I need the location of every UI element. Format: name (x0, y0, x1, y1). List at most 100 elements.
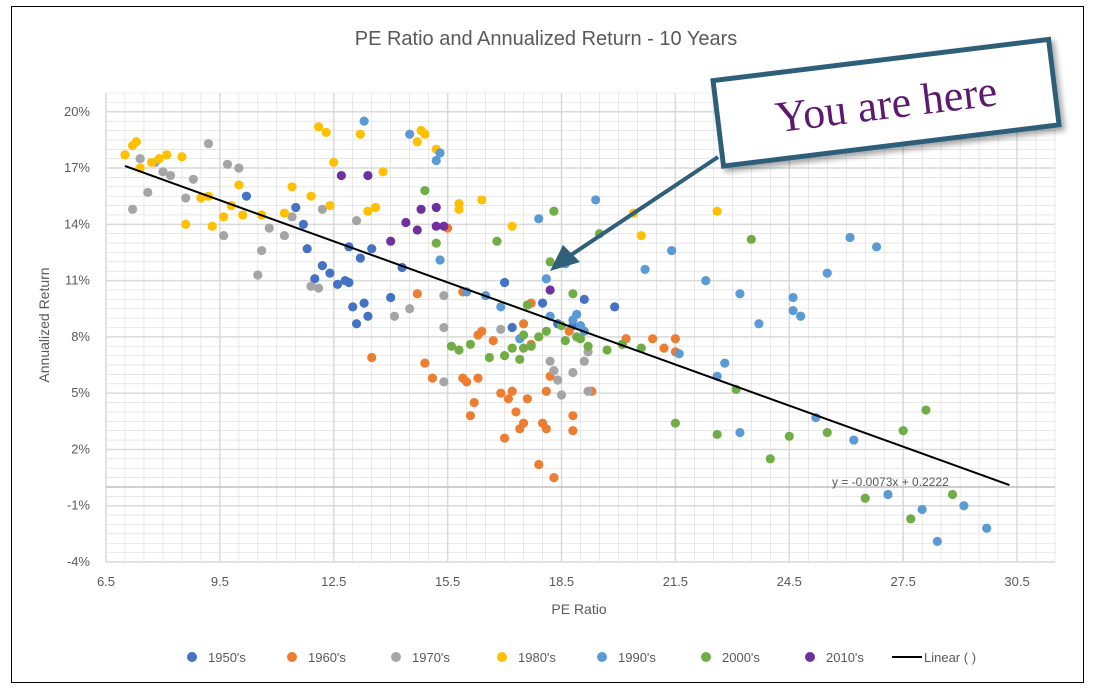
data-point (439, 291, 449, 301)
data-point (158, 167, 168, 177)
data-point (439, 322, 449, 333)
data-point (355, 129, 365, 139)
data-point (746, 234, 756, 244)
data-point (541, 326, 551, 336)
data-point (310, 274, 320, 284)
data-point (219, 212, 229, 222)
data-point (765, 454, 775, 464)
data-point (363, 311, 373, 321)
data-point (131, 137, 141, 147)
data-point (420, 185, 430, 196)
data-point (822, 268, 832, 278)
data-point (143, 187, 153, 198)
trendline (124, 165, 1010, 487)
data-point (496, 302, 506, 312)
data-point (568, 289, 578, 299)
data-point (348, 302, 358, 312)
x-tick-label: 6.5 (97, 574, 115, 589)
data-point (435, 148, 445, 158)
data-point (484, 352, 494, 363)
data-point (336, 170, 346, 181)
data-point (446, 341, 457, 351)
data-point (871, 242, 882, 252)
data-point (849, 435, 859, 445)
data-point (553, 375, 563, 385)
data-point (503, 394, 513, 404)
data-point (670, 418, 681, 428)
data-point (454, 345, 464, 355)
data-point (822, 427, 832, 438)
data-point (636, 230, 646, 241)
data-point (701, 276, 711, 286)
y-tick-label: 11% (65, 273, 90, 288)
callout-arrow-head (550, 245, 580, 271)
data-point (534, 459, 544, 470)
data-point (306, 191, 316, 201)
data-point (127, 204, 138, 214)
data-point (754, 319, 764, 329)
data-point (253, 270, 263, 280)
data-point (560, 336, 570, 346)
data-point (575, 334, 586, 344)
data-point (568, 367, 578, 378)
chart-frame: PE Ratio and Annualized Return - 10 Year… (11, 6, 1084, 683)
x-tick-label: 15.5 (435, 574, 460, 589)
data-point (439, 377, 449, 387)
legend-marker (391, 652, 401, 662)
data-point (735, 427, 745, 438)
data-point (238, 210, 248, 220)
x-tick-label: 24.5 (777, 574, 802, 589)
data-point (454, 204, 464, 214)
data-point (477, 195, 487, 205)
data-point (465, 339, 476, 349)
data-point (431, 221, 441, 231)
data-point (959, 501, 969, 511)
data-point (291, 202, 301, 213)
data-point (287, 182, 297, 192)
data-point (583, 341, 593, 351)
data-point (541, 274, 551, 284)
data-point (667, 245, 677, 256)
data-point (564, 326, 574, 336)
data-point (439, 221, 449, 231)
data-point (860, 493, 870, 503)
data-point (416, 204, 426, 214)
data-point (181, 193, 191, 203)
data-point (332, 279, 343, 289)
data-point (203, 139, 214, 149)
y-tick-label: 8% (71, 329, 90, 344)
data-point (420, 358, 430, 368)
data-point (784, 431, 794, 441)
data-point (469, 397, 479, 408)
data-point (196, 193, 206, 203)
data-point (541, 386, 551, 396)
data-point (378, 167, 388, 177)
data-point (359, 298, 369, 308)
y-tick-label: -4% (67, 554, 91, 569)
data-point (420, 129, 430, 139)
scatter-chart: PE Ratio and Annualized Return - 10 Year… (36, 28, 1062, 665)
data-point (670, 334, 681, 344)
callout-box (710, 36, 1062, 169)
data-point (568, 315, 578, 325)
trendline-equation: y = -0.0073x + 0.2222 (832, 475, 949, 489)
data-point (321, 127, 331, 137)
data-point (659, 343, 669, 353)
data-point (583, 386, 593, 396)
data-point (545, 356, 555, 366)
data-point (549, 472, 559, 483)
y-axis-title: Annualized Return (36, 267, 52, 382)
legend-label: 2000's (722, 650, 760, 665)
data-point (462, 377, 472, 387)
data-point (602, 345, 612, 355)
y-tick-label: 17% (64, 160, 90, 175)
data-point (648, 334, 658, 344)
data-point (162, 150, 172, 160)
data-point (518, 343, 529, 353)
data-point (947, 489, 958, 500)
data-point (473, 373, 483, 383)
data-point (165, 170, 176, 181)
data-point (351, 319, 362, 329)
data-point (534, 214, 544, 224)
data-point (188, 174, 198, 184)
